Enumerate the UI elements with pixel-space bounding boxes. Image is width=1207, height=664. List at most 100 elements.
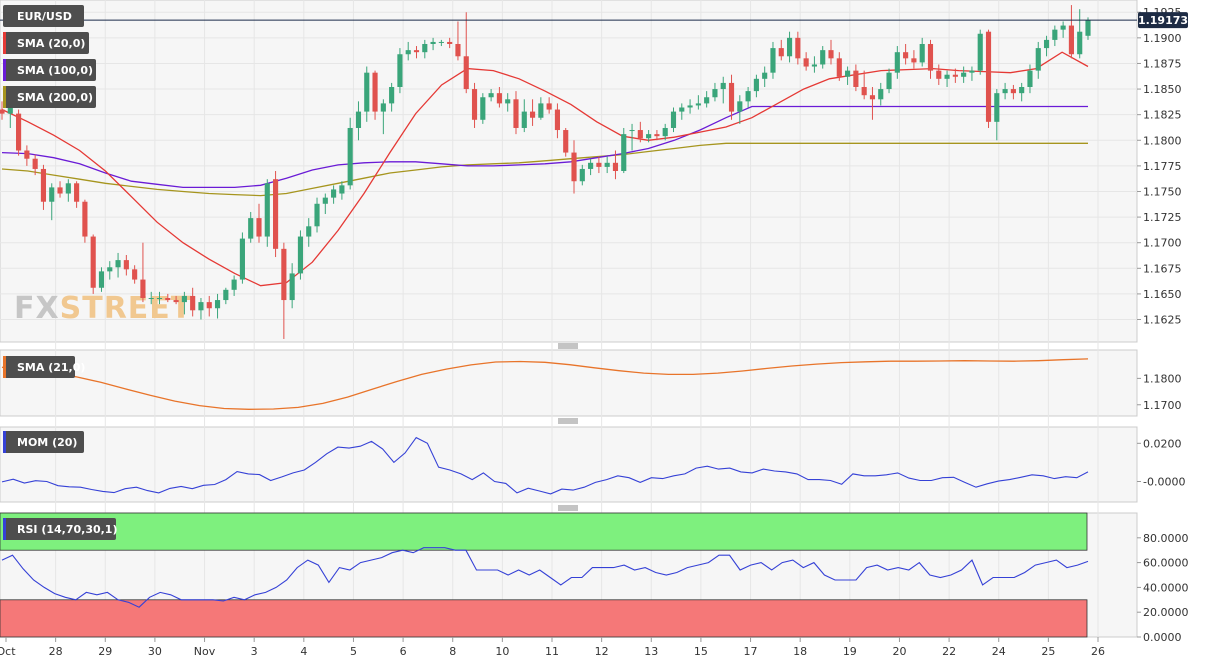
candle-body — [513, 99, 519, 128]
candle — [422, 39, 428, 59]
candle — [554, 103, 561, 139]
panel-resize-handle[interactable] — [558, 505, 578, 511]
candle-body — [389, 87, 395, 104]
label-sma-20-swatch — [3, 32, 6, 54]
candle — [737, 95, 743, 124]
label-mom[interactable]: MOM (20) — [3, 431, 84, 453]
time-axis-label: 6 — [400, 645, 407, 658]
candle-body — [405, 50, 411, 55]
candle-body — [712, 89, 718, 98]
candle-body — [65, 183, 71, 194]
candle — [571, 140, 577, 194]
label-sma-200[interactable]: SMA (200,0) — [3, 86, 96, 108]
candle — [1068, 5, 1074, 59]
candle — [148, 291, 154, 305]
candle — [670, 107, 677, 133]
candle — [662, 123, 668, 141]
time-axis-label: 3 — [251, 645, 258, 658]
candle-body — [1077, 31, 1083, 55]
candle-body — [969, 70, 975, 73]
candle-body — [173, 300, 179, 303]
label-sma-20[interactable]: SMA (20,0) — [3, 32, 89, 54]
time-axis-label: 24 — [992, 645, 1006, 658]
candle — [845, 66, 851, 85]
rsi-axis-label: 60.0000 — [1143, 557, 1189, 570]
candle-body — [16, 113, 22, 151]
time-axis-label: 30 — [148, 645, 162, 658]
time-axis-label: 28 — [49, 645, 63, 658]
time-axis-label: 29 — [98, 645, 112, 658]
candle-body — [894, 52, 900, 73]
candle — [828, 39, 834, 65]
candle-body — [869, 95, 876, 100]
candle — [952, 68, 958, 83]
candle — [803, 52, 809, 71]
candle — [1002, 82, 1008, 100]
label-sma-200-swatch — [3, 86, 6, 108]
candle-body — [24, 150, 30, 159]
candle-body — [546, 103, 552, 110]
time-axis-label: 17 — [744, 645, 758, 658]
panel-resize-handle[interactable] — [558, 418, 578, 424]
candle — [1043, 35, 1050, 57]
candle — [679, 103, 685, 120]
time-axis-label: 10 — [495, 645, 509, 658]
candle — [836, 52, 842, 81]
candle — [281, 242, 287, 339]
candle — [944, 70, 950, 88]
candle — [471, 82, 478, 128]
candle — [397, 48, 403, 94]
time-axis-label: Nov — [194, 645, 216, 658]
candle — [107, 261, 113, 280]
panel-resize-handle[interactable] — [558, 343, 578, 349]
candle — [223, 287, 229, 305]
candle — [977, 29, 983, 75]
candle-body — [936, 70, 942, 79]
sma21-panel-bg — [0, 350, 1137, 416]
label-rsi-bg — [3, 518, 116, 540]
candle — [405, 41, 411, 61]
candle — [214, 293, 221, 319]
candle — [712, 82, 718, 102]
time-axis-label: 15 — [694, 645, 708, 658]
candle-body — [961, 72, 967, 77]
candle — [438, 39, 444, 47]
price-axis-label: 1.1650 — [1143, 288, 1182, 301]
candle-body — [853, 70, 859, 88]
candle — [612, 150, 619, 180]
candle — [190, 287, 196, 317]
price-axis-label: 1.1825 — [1143, 109, 1182, 122]
candle — [173, 295, 179, 305]
price-axis-label: 1.1725 — [1143, 211, 1182, 224]
candle-body — [845, 70, 851, 77]
time-axis-label: 11 — [545, 645, 559, 658]
candle-body — [786, 37, 793, 57]
candle-body — [770, 48, 776, 73]
candle — [745, 87, 751, 108]
watermark-part-2: STREET — [60, 291, 193, 326]
candle — [430, 37, 436, 51]
candle-body — [430, 41, 436, 44]
label-rsi[interactable]: RSI (14,70,30,1) — [3, 518, 117, 540]
watermark-part-1: FX — [14, 291, 60, 326]
label-sma-100[interactable]: SMA (100,0) — [3, 59, 96, 81]
candle-body — [455, 43, 461, 57]
time-axis-label: 19 — [843, 645, 857, 658]
candle-body — [529, 111, 536, 118]
candle-body — [919, 43, 925, 63]
candle — [654, 130, 660, 141]
candle — [289, 263, 295, 309]
candle — [206, 295, 212, 317]
candle — [728, 74, 735, 120]
candle-body — [563, 130, 569, 153]
price-axis-label: 1.1900 — [1143, 32, 1182, 45]
label-eurusd[interactable]: EUR/USD — [3, 5, 84, 27]
candle-body — [57, 187, 63, 194]
candle — [853, 64, 859, 92]
candle-body — [646, 134, 652, 139]
last-price-label: 1.19173 — [1138, 14, 1188, 27]
price-axis-label: 1.1750 — [1143, 185, 1182, 198]
mom-line — [1, 436, 1089, 495]
candle-body — [521, 111, 527, 128]
label-sma-21[interactable]: SMA (21,0) — [3, 356, 85, 378]
